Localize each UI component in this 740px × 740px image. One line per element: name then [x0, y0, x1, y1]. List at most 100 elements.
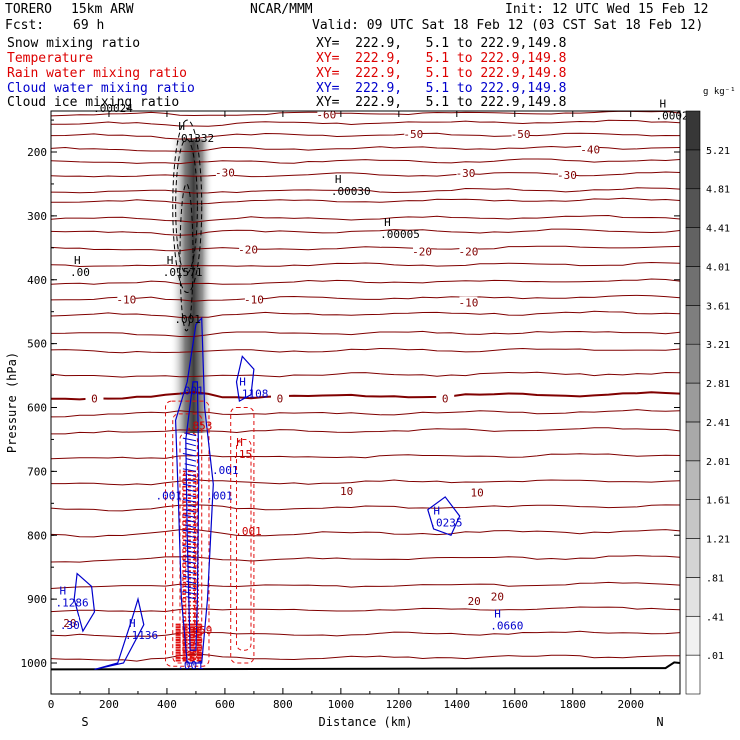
contour-label-bg: [85, 392, 104, 404]
contour-label: 10: [340, 485, 353, 498]
cloud-water-core: [186, 442, 197, 447]
contour-label: -10: [458, 297, 478, 310]
ice-contour: [175, 138, 198, 274]
contour-label-bg: [468, 486, 487, 498]
cloud-water-core: [184, 570, 197, 575]
temperature-contour: [51, 171, 680, 178]
contour-label-bg: [459, 245, 478, 257]
y-tick-label: 400: [27, 274, 47, 287]
contour-label: 10: [470, 486, 483, 499]
valid-time: Valid: 09 UTC Sat 18 Feb 12 (03 CST Sat …: [312, 18, 704, 33]
max-marker: H: [384, 216, 391, 229]
temperature-contour: [51, 409, 680, 418]
temperature-contour: [51, 581, 680, 589]
plot-frame: [50, 110, 681, 695]
colorbar-label: 2.41: [706, 418, 730, 429]
contour-label-bg: [436, 392, 455, 404]
cloud-water-core: [184, 463, 197, 467]
x-tick-label: 1000: [328, 698, 355, 711]
temperature-contour: [51, 119, 680, 127]
cloud-water-contour: [94, 596, 145, 670]
model-name: 15km ARW: [71, 2, 134, 17]
colorbar-box: [685, 421, 701, 462]
cloud-water-core: [184, 509, 197, 513]
temperature-contour: [51, 371, 680, 378]
contour-label-bg: [317, 108, 336, 120]
colorbar-label: 1.61: [706, 496, 730, 507]
max-value: .001: [206, 490, 233, 503]
max-value: .15: [232, 448, 252, 461]
cloud-water-core: [186, 488, 197, 493]
contour-label: -20: [238, 244, 258, 257]
colorbar-label: 2.01: [706, 457, 730, 468]
cloud-water-contour: [427, 496, 461, 537]
snow-shading: [169, 139, 214, 434]
max-value: .1286: [55, 596, 88, 609]
x-tick-label: 1200: [386, 698, 413, 711]
temperature-contour: [51, 158, 680, 165]
y-tick-label: 600: [27, 402, 47, 415]
contour-label-bg: [215, 166, 234, 178]
max-value: .00020: [656, 110, 696, 123]
south-end-label: S: [81, 715, 88, 729]
colorbar-box: [685, 266, 701, 306]
cloud-water-core: [184, 539, 197, 544]
temperature-contour: [51, 261, 680, 268]
temperature-contour: [51, 214, 680, 223]
temperature-contour: [51, 453, 680, 460]
temperature-contour: [51, 278, 680, 285]
max-marker: H: [178, 120, 185, 133]
cloud-water-core: [182, 483, 197, 488]
field-cloud-ice: Cloud ice mixing ratio: [7, 95, 180, 110]
colorbar-box: [685, 343, 701, 384]
colorbar-box: [685, 460, 701, 500]
temperature-contour: [51, 606, 680, 613]
max-value: .30: [60, 619, 80, 632]
x-tick-label: 2000: [617, 698, 644, 711]
temperature-contour: [51, 294, 680, 302]
temperature-contour: [51, 228, 680, 236]
temperature-contour: [51, 653, 680, 662]
field-temperature: Temperature: [7, 51, 94, 66]
cloud-water-core: [186, 458, 197, 462]
temperature-contour: [51, 102, 680, 107]
max-value: .00: [70, 266, 90, 279]
cloud-water-core: [184, 585, 197, 590]
max-value: .001: [212, 464, 239, 477]
y-tick-label: 1000: [21, 657, 48, 670]
cloud-water-core: [182, 575, 197, 580]
colorbar-label: 3.61: [706, 301, 730, 312]
colorbar-unit: g kg⁻¹: [703, 87, 736, 97]
contour-label: -10: [244, 294, 264, 307]
xy-rain: XY= 222.9, 5.1 to 222.9,149.8: [316, 66, 567, 81]
contour-label: 20: [468, 595, 481, 608]
cloud-water-core: [182, 468, 197, 472]
contour-label-bg: [557, 168, 576, 180]
max-value: .00024: [93, 102, 133, 115]
cloud-water-core: [182, 529, 197, 534]
cloud-water-core: [186, 504, 197, 508]
cloud-water-core: [182, 544, 197, 549]
x-tick-label: 1600: [502, 698, 529, 711]
xy-snow: XY= 222.9, 5.1 to 222.9,149.8: [316, 36, 567, 51]
cloud-water-core: [182, 590, 197, 595]
max-value: .00030: [331, 185, 371, 198]
cloud-water-core: [184, 447, 197, 452]
fcst-label: Fcst:: [5, 18, 45, 33]
x-tick-label: 600: [215, 698, 235, 711]
max-value: .001: [235, 525, 262, 538]
xy-cloud-water: XY= 222.9, 5.1 to 222.9,149.8: [316, 81, 567, 96]
temperature-contour: [51, 347, 680, 354]
contour-label-bg: [244, 293, 263, 305]
max-marker: H: [239, 376, 246, 389]
max-marker: H: [167, 254, 174, 267]
max-value: .1108: [235, 388, 268, 401]
cloud-water-core: [186, 534, 197, 539]
max-value: .0235: [429, 517, 462, 530]
contour-label-bg: [488, 590, 507, 602]
cloud-water-core: [182, 437, 197, 442]
cloud-water-contour: [174, 316, 214, 664]
field-cloud-water: Cloud water mixing ratio: [7, 81, 195, 96]
cloud-water-core: [184, 524, 197, 529]
